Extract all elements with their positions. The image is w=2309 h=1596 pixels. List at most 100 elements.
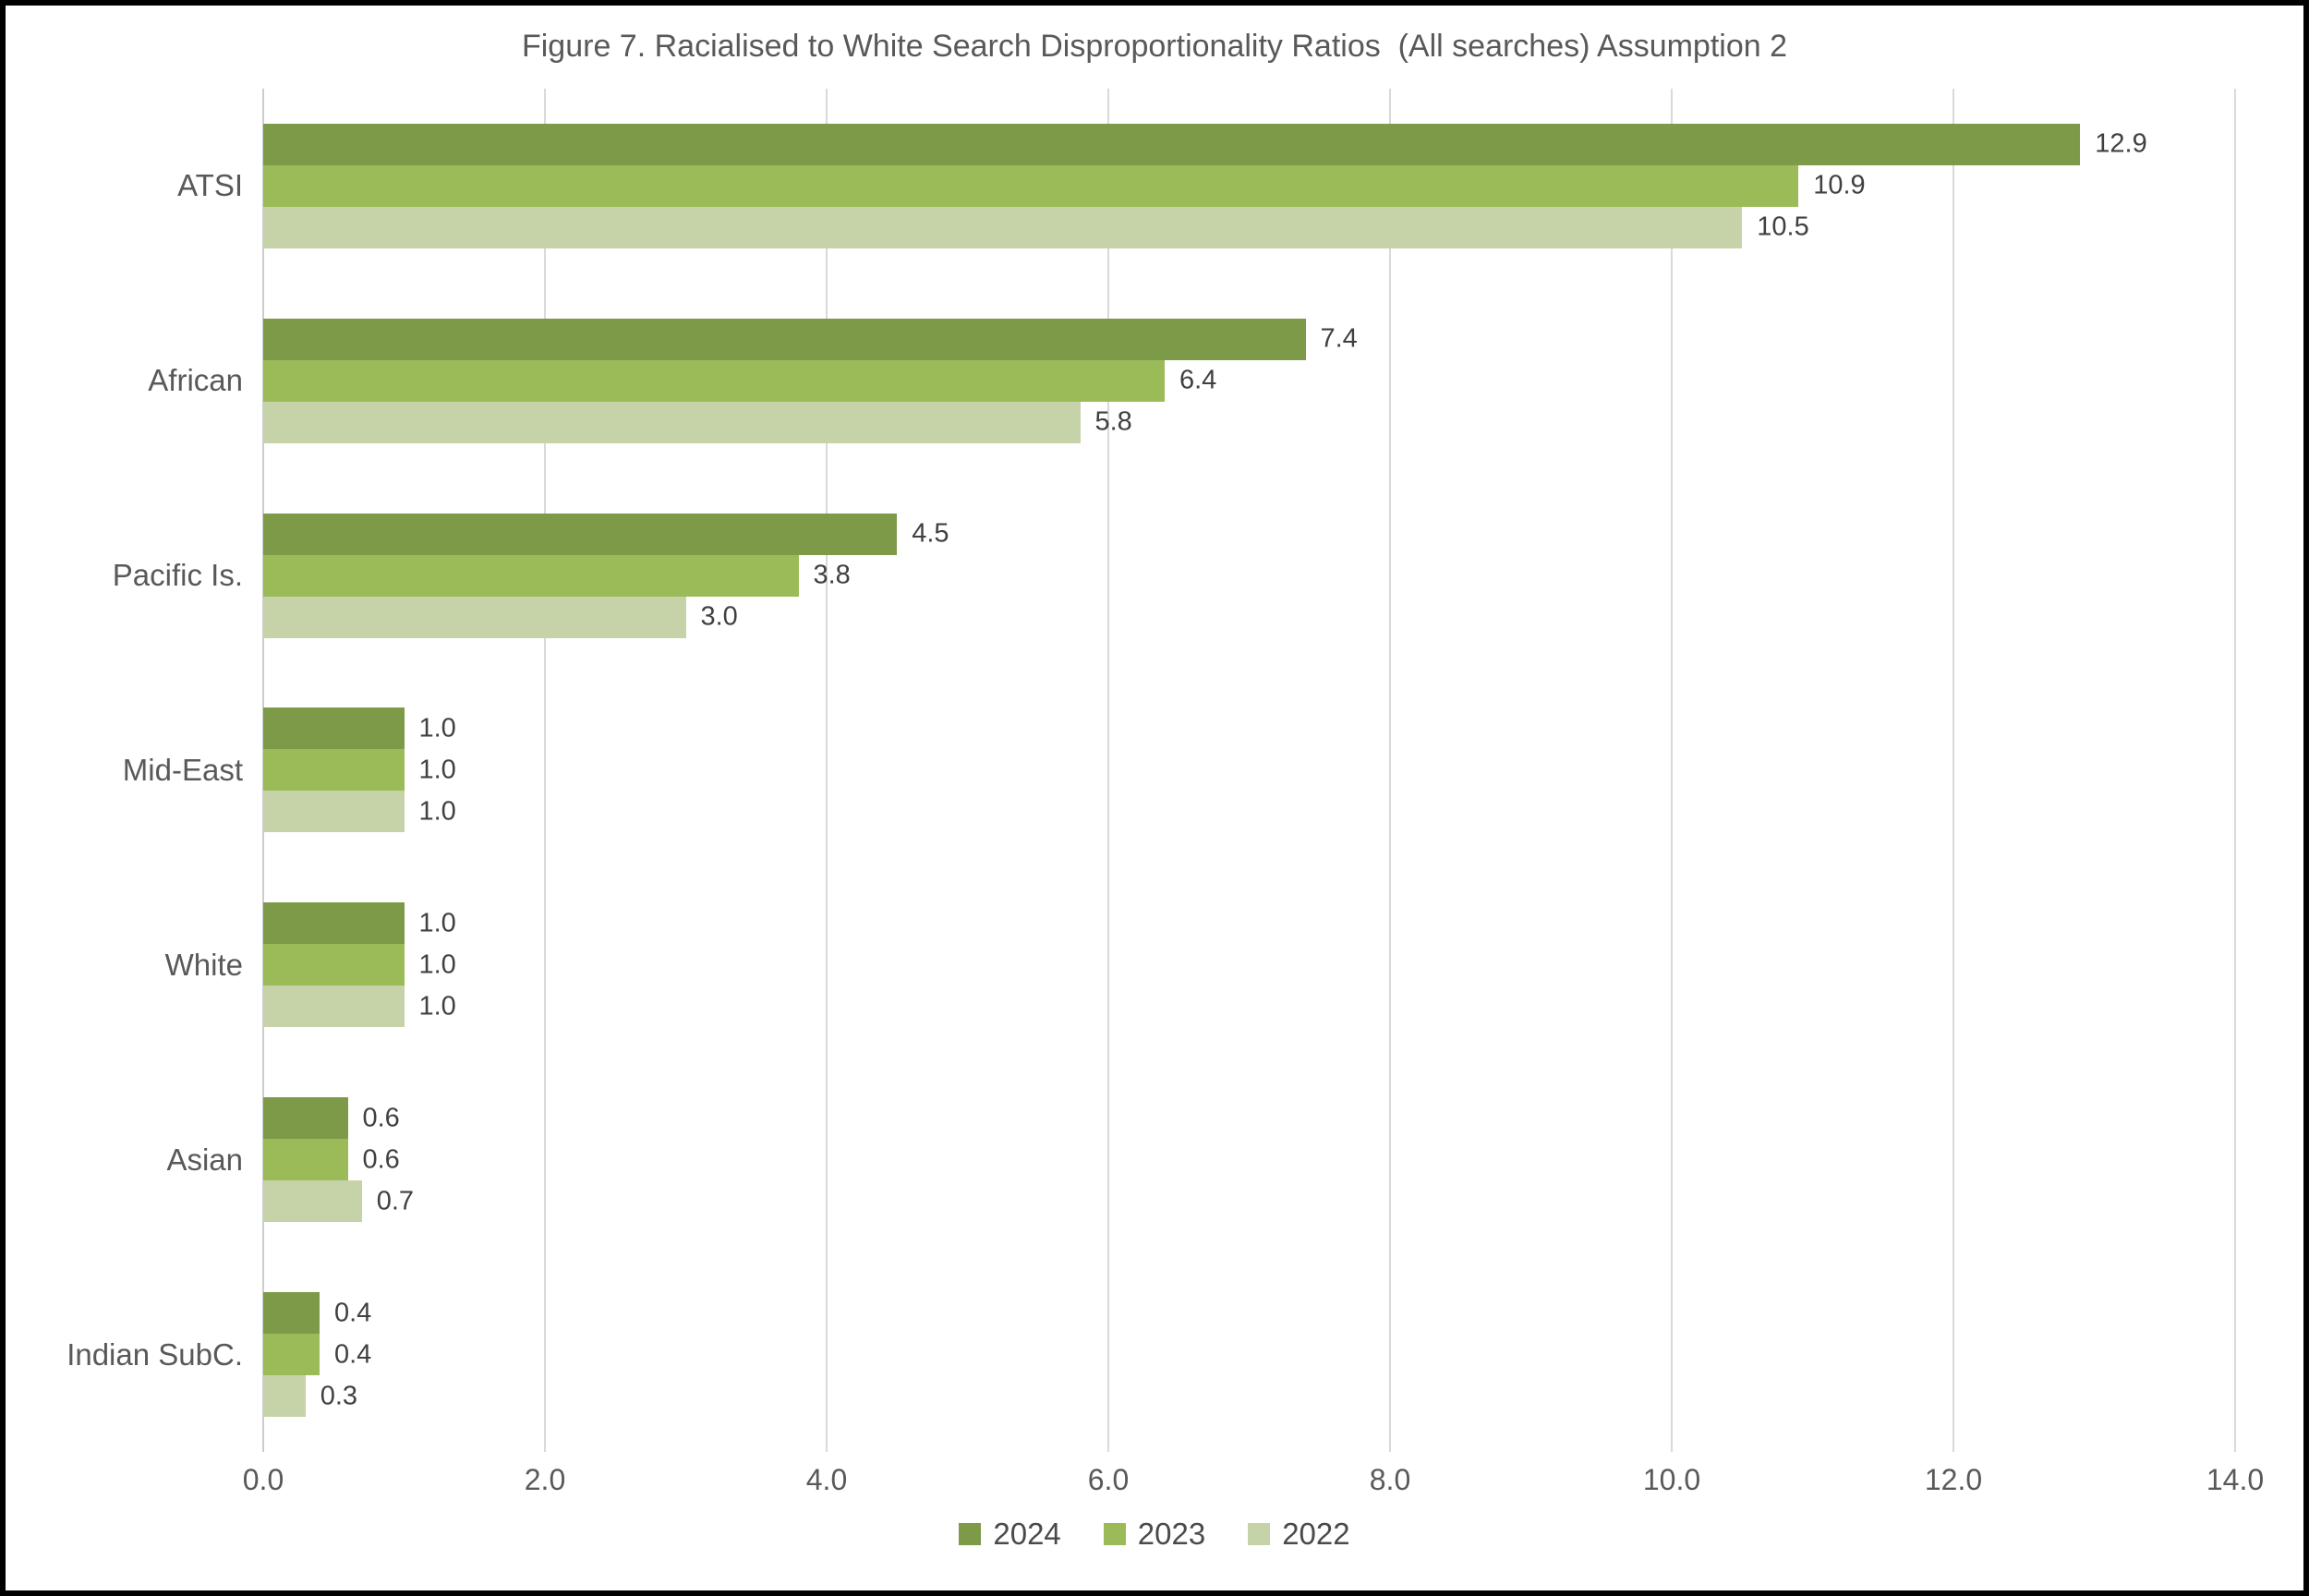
x-tick-label: 4.0	[805, 1463, 848, 1496]
bar-row: 1.0	[263, 944, 2235, 986]
bar-row: 1.0	[263, 791, 2235, 833]
legend-label: 2022	[1282, 1517, 1350, 1551]
bar-value-label: 5.8	[1094, 406, 1132, 437]
bar-2024-white	[263, 902, 405, 945]
bar-group: 0.4 0.4 0.3	[263, 1257, 2235, 1452]
bar-value-label: 1.0	[418, 949, 456, 980]
bar-2024-pacific-is-	[263, 513, 898, 555]
bar-2023-indian-subc-	[263, 1334, 320, 1376]
legend-swatch-icon	[959, 1523, 982, 1545]
bar-2023-mid-east	[263, 749, 405, 792]
bar-row: 5.8	[263, 401, 2235, 443]
bar-2024-indian-subc-	[263, 1292, 320, 1335]
bar-2024-asian	[263, 1097, 348, 1140]
gridline	[1107, 89, 1109, 1452]
legend-item-2024: 2024	[959, 1517, 1061, 1552]
bar-value-label: 12.9	[2095, 128, 2147, 159]
bar-row: 6.4	[263, 359, 2235, 402]
chart-title: Figure 7. Racialised to White Search Dis…	[521, 29, 1788, 64]
category-label: Indian SubC.	[66, 1336, 243, 1372]
x-tick-label: 2.0	[524, 1463, 566, 1496]
bar-row: 0.4	[263, 1292, 2235, 1335]
bar-row: 0.7	[263, 1180, 2235, 1223]
bar-value-label: 4.5	[912, 518, 949, 549]
legend-swatch-icon	[1248, 1523, 1271, 1545]
bar-value-label: 1.0	[418, 713, 456, 744]
bar-2024-mid-east	[263, 707, 405, 750]
legend-swatch-icon	[1103, 1523, 1126, 1545]
bar-2023-atsi	[263, 164, 1799, 207]
bar-row: 10.5	[263, 206, 2235, 248]
bar-value-label: 7.4	[1320, 323, 1358, 354]
bar-row: 7.4	[263, 318, 2235, 360]
x-tick-label: 10.0	[1642, 1463, 1701, 1496]
bar-value-label: 0.6	[362, 1103, 400, 1133]
bar-row: 1.0	[263, 707, 2235, 750]
bar-value-label: 0.7	[376, 1186, 415, 1216]
bar-group: 7.4 6.4 5.8	[263, 284, 2235, 478]
bar-group: 1.0 1.0 1.0	[263, 867, 2235, 1062]
bar-row: 1.0	[263, 902, 2235, 945]
bar-group: 0.6 0.6 0.7	[263, 1062, 2235, 1257]
gridline	[825, 89, 828, 1452]
legend-item-2022: 2022	[1248, 1517, 1350, 1552]
bar-value-label: 6.4	[1179, 365, 1217, 395]
chart-area: ATSI African Pacific Is. Mid-East White Asian…	[6, 89, 2303, 1452]
bar-2022-mid-east	[263, 791, 405, 833]
bar-2022-white	[263, 985, 405, 1028]
bar-value-label: 10.5	[1757, 212, 1809, 242]
legend-label: 2024	[993, 1517, 1061, 1551]
plot-area: 12.9 10.9 10.5 7.4 6.4 5.8 4.5 3.8 3.0 1.0 1.0 1.0 1…	[262, 89, 2236, 1452]
gridline	[1388, 89, 1391, 1452]
bar-row: 0.4	[263, 1334, 2235, 1376]
category-label: Asian	[166, 1142, 243, 1177]
bar-value-label: 0.6	[362, 1144, 400, 1175]
legend-label: 2023	[1137, 1517, 1206, 1551]
bar-2022-indian-subc-	[263, 1375, 306, 1418]
bar-groups: 12.9 10.9 10.5 7.4 6.4 5.8 4.5 3.8 3.0 1.0 1.0 1.0 1…	[263, 89, 2235, 1452]
bar-value-label: 0.4	[334, 1339, 372, 1370]
bar-value-label: 0.4	[334, 1298, 372, 1328]
bar-row: 0.3	[263, 1375, 2235, 1418]
gridline	[1671, 89, 1673, 1452]
category-label: Pacific Is.	[112, 558, 243, 593]
category-label: African	[148, 363, 243, 398]
bar-2024-atsi	[263, 123, 2081, 165]
bar-value-label: 1.0	[418, 908, 456, 938]
bar-row: 0.6	[263, 1139, 2235, 1181]
bar-2022-pacific-is-	[263, 596, 686, 638]
bar-2023-white	[263, 944, 405, 986]
bar-value-label: 3.0	[700, 601, 738, 632]
bar-row: 0.6	[263, 1097, 2235, 1140]
bar-2023-pacific-is-	[263, 554, 799, 597]
bar-value-label: 0.3	[320, 1381, 358, 1411]
bar-2023-asian	[263, 1139, 348, 1181]
bar-group: 1.0 1.0 1.0	[263, 673, 2235, 868]
legend-item-2023: 2023	[1103, 1517, 1206, 1552]
category-axis: ATSI African Pacific Is. Mid-East White Asian…	[6, 89, 263, 1452]
x-axis: 0.0 2.0 4.0 6.0 8.0 10.0 12.0 14.0	[243, 1452, 2264, 1513]
bar-2022-asian	[263, 1180, 362, 1223]
bar-2022-african	[263, 401, 1081, 443]
category-label: ATSI	[177, 168, 243, 203]
bar-value-label: 10.9	[1813, 170, 1866, 200]
bar-2023-african	[263, 359, 1165, 402]
bar-value-label: 1.0	[418, 991, 456, 1022]
x-tick-label: 12.0	[1924, 1463, 1983, 1496]
bar-value-label: 1.0	[418, 796, 456, 827]
legend: 2024 2023 2022	[6, 1513, 2303, 1590]
x-tick-label: 14.0	[2206, 1463, 2265, 1496]
bar-2022-atsi	[263, 206, 1743, 248]
bar-row: 4.5	[263, 513, 2235, 555]
gridline	[1952, 89, 1954, 1452]
bar-group: 4.5 3.8 3.0	[263, 478, 2235, 673]
x-tick-label: 6.0	[1087, 1463, 1130, 1496]
bar-group: 12.9 10.9 10.5	[263, 89, 2235, 284]
bar-row: 1.0	[263, 985, 2235, 1028]
bar-row: 12.9	[263, 123, 2235, 165]
bar-2024-african	[263, 318, 1306, 360]
bar-row: 3.0	[263, 596, 2235, 638]
bar-row: 1.0	[263, 749, 2235, 792]
category-label: Mid-East	[122, 752, 243, 787]
